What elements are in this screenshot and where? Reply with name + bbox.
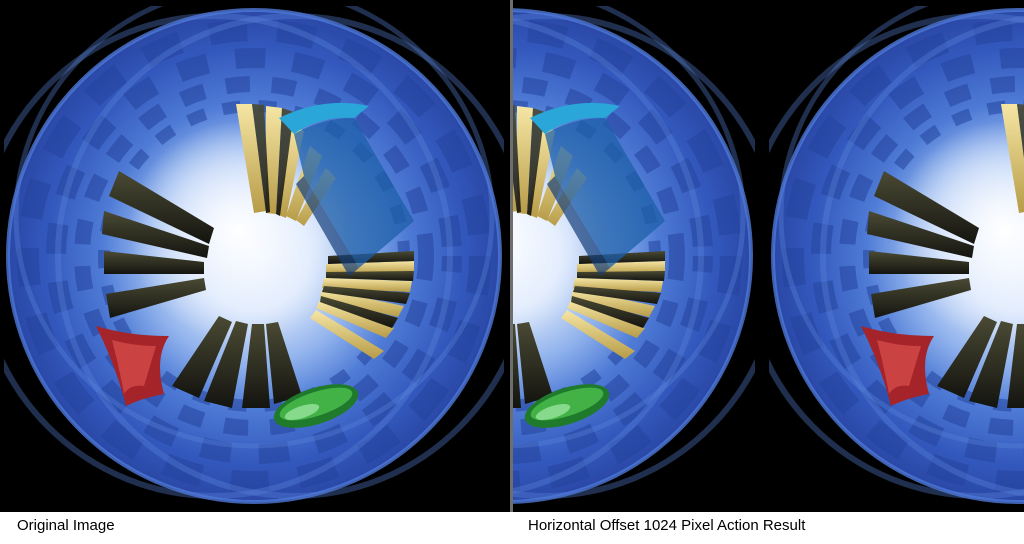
caption-original: Original Image bbox=[17, 517, 115, 534]
panel-divider bbox=[510, 0, 513, 512]
original-image-panel bbox=[0, 0, 510, 512]
caption-offset-result: Horizontal Offset 1024 Pixel Action Resu… bbox=[528, 517, 806, 534]
tunnel-image-offset bbox=[513, 0, 1024, 512]
tunnel-image-original bbox=[0, 0, 510, 512]
offset-result-panel bbox=[513, 0, 1024, 512]
